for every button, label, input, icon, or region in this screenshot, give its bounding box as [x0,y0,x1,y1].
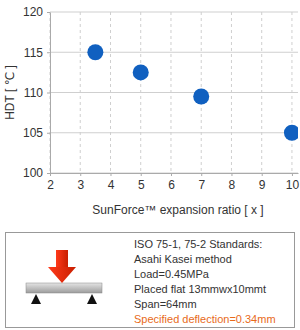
tick-mark [292,173,293,176]
points [87,44,298,141]
tick-mark [47,93,50,94]
tick: 105 [23,126,50,140]
point [193,89,209,105]
grid-line [231,12,232,173]
y-axis-title: HDT [ ℃ ] [3,65,17,120]
tick: 7 [198,173,205,192]
tick-label: 4 [108,178,115,192]
tick-label: 8 [229,178,236,192]
grid-line [80,12,81,173]
tick-label: 6 [168,178,175,192]
support [87,294,97,304]
note-line: Span=64mm [134,298,197,310]
beam [26,283,102,293]
tick: 9 [259,173,266,192]
test-icon [26,250,102,304]
tick-mark [231,173,232,176]
tick: 6 [168,173,175,192]
grid-line [140,12,141,173]
x-axis-title: SunForce™ expansion ratio [ x ] [92,203,263,217]
point [284,125,298,141]
tick-mark [110,173,111,176]
y-axis: 100 105 110 115 120 [23,5,51,180]
tick-label: 100 [23,166,43,180]
tick-label: 110 [24,86,43,100]
note-line: ISO 75-1, 75-2 Standards: [134,238,262,250]
grid-line [291,12,292,173]
note-line: Asahi Kasei method [134,253,232,265]
x-axis: 2 3 4 5 6 7 8 9 10 [47,173,299,192]
note-line: Specified deflection=0.34mm [134,313,276,325]
tick-label: 10 [286,178,300,192]
grid-line [50,132,298,133]
tick-label: 120 [23,5,43,19]
grid-line [261,12,262,173]
note-line: Load=0.45MPa [134,268,210,280]
tick: 100 [23,166,50,180]
tick: 110 [24,86,50,100]
grid-line [110,12,111,173]
point [87,44,103,60]
note-frame [6,233,295,328]
tick-mark [47,12,50,13]
support [31,294,41,304]
chart: 2 3 4 5 6 7 8 9 10 100 105 110 115 120 SunForce™ expan… [0,0,300,330]
tick: 2 [47,173,54,192]
note-box: ISO 75-1, 75-2 Standards: Asahi Kasei met… [6,233,295,328]
tick-label: 2 [47,178,54,192]
axis-line [51,173,299,174]
tick-mark [47,133,50,134]
note-line: Placed flat 13mmwx10mmt [134,283,266,295]
tick: 115 [24,46,50,60]
tick: 4 [108,173,115,192]
tick: 5 [138,173,145,192]
tick: 120 [23,5,50,19]
grid-line [50,12,298,13]
tick: 10 [286,173,300,192]
arrow-head [48,267,76,283]
tick-label: 105 [23,126,43,140]
tick-label: 5 [138,178,145,192]
tick-label: 115 [24,46,43,60]
grid-line [170,12,171,173]
tick-mark [201,173,202,176]
tick: 8 [229,173,236,192]
grid-line [50,173,298,174]
tick-mark [47,52,50,53]
tick-mark [80,173,81,176]
tick-label: 3 [77,178,84,192]
axis-line [50,13,51,174]
tick-mark [262,173,263,176]
grid-line [50,92,298,93]
tick-label: 7 [198,178,205,192]
grid-line [50,52,298,53]
grid [50,12,298,173]
point [133,64,149,80]
tick-mark [171,173,172,176]
tick-label: 9 [259,178,266,192]
arrow-shaft [56,250,68,268]
tick: 3 [77,173,84,192]
tick-mark [141,173,142,176]
tick-mark [47,173,50,174]
